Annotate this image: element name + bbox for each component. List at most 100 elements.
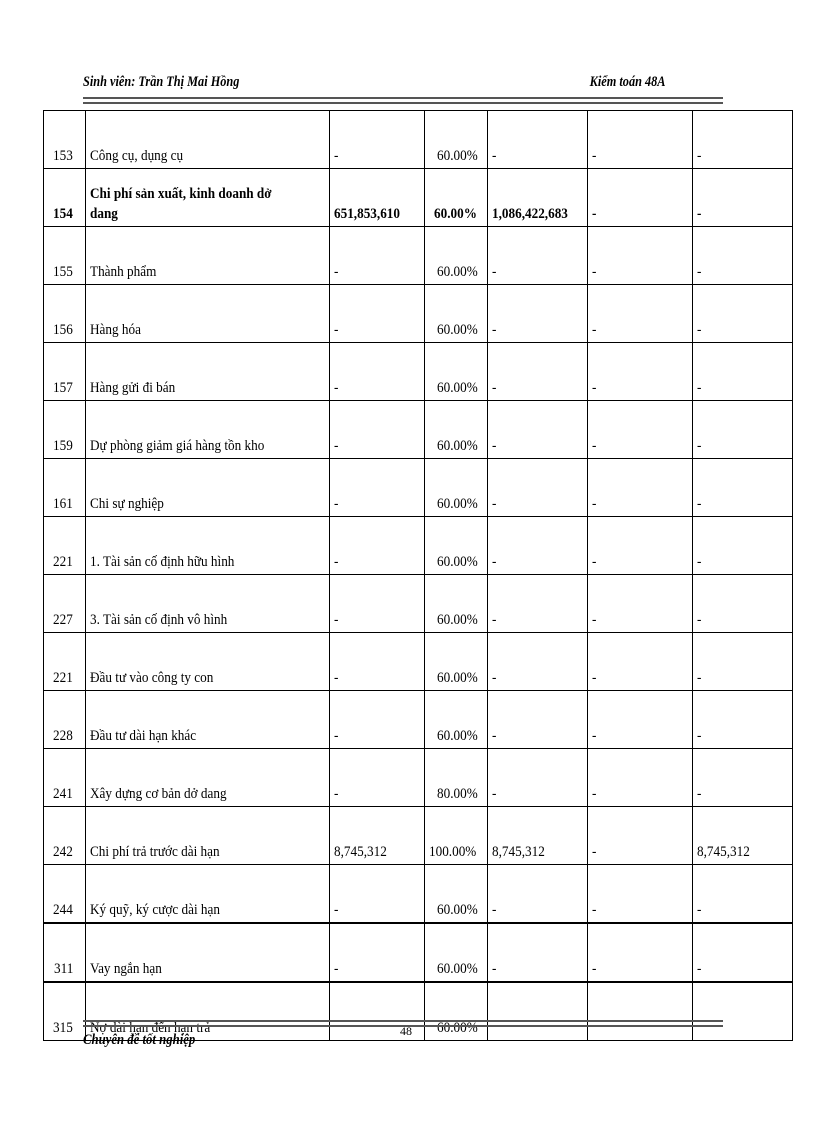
value-3-text: - [591, 380, 597, 396]
value-3: - [586, 748, 693, 807]
rate-text: 60.00% [436, 902, 478, 918]
rate: 60.00% [424, 226, 488, 285]
rate: 60.00% [424, 110, 488, 169]
value-2-text: 8,745,312 [491, 844, 545, 860]
value-4 [691, 981, 793, 1041]
value-3: - [586, 226, 693, 285]
value-2-text: - [491, 612, 497, 628]
value-2: - [486, 632, 588, 691]
value-1: 651,853,610 [329, 168, 425, 227]
rate-text: 60.00% [436, 612, 478, 628]
value-1-text: - [334, 148, 339, 164]
rate-text: 80.00% [436, 786, 478, 802]
value-1-text: - [334, 496, 339, 512]
account-code: 153 [43, 110, 86, 169]
rate-text: 60.00% [436, 438, 478, 454]
rate-text: 60.00% [436, 728, 478, 744]
value-2: 8,745,312 [486, 806, 588, 865]
value-2-text: - [491, 148, 497, 164]
value-3: - [586, 168, 693, 227]
value-2: - [486, 574, 588, 633]
value-2: - [486, 400, 588, 459]
table-row: 228 Đầu tư dài hạn khác -60.00% - - - [43, 690, 793, 749]
account-code: 242 [43, 806, 86, 865]
account-name: 1. Tài sản cố định hữu hình [85, 516, 330, 575]
value-3-text: - [591, 148, 597, 164]
value-3-text: - [591, 438, 597, 454]
table-row: 153 Công cụ, dụng cụ -60.00% - - - [43, 110, 793, 169]
value-1: - [329, 516, 425, 575]
account-name-text: Công cụ, dụng cụ [90, 148, 184, 164]
account-name-text: Hàng gửi đi bán [90, 380, 176, 396]
account-code-text: 159 [53, 438, 74, 454]
account-code-text: 241 [53, 786, 74, 802]
account-name: Chi phí trả trước dài hạn [85, 806, 330, 865]
value-4: - [691, 864, 793, 924]
value-4: - [691, 400, 793, 459]
value-3-text: - [591, 496, 597, 512]
account-name: Công cụ, dụng cụ [85, 110, 330, 169]
value-4: - [691, 168, 793, 227]
value-1: - [329, 110, 425, 169]
value-4: - [691, 574, 793, 633]
account-name: Vay ngắn hạn [85, 922, 330, 983]
header-divider [83, 97, 723, 104]
account-name-text: Ký quỹ, ký cược dài hạn [90, 902, 220, 918]
account-name: Chi phí sản xuất, kinh doanh dở dang [85, 168, 330, 227]
value-3: - [586, 574, 693, 633]
value-3: - [586, 864, 693, 924]
value-3: - [586, 458, 693, 517]
rate-text: 60.00% [436, 554, 478, 570]
value-4-text: - [696, 264, 702, 280]
account-name-text: Xây dựng cơ bản dở dang [90, 786, 227, 802]
value-3: - [586, 342, 693, 401]
account-name-text: Hàng hóa [90, 322, 141, 338]
value-3-text: - [591, 844, 597, 860]
account-code-text: 228 [53, 728, 74, 744]
value-2: - [486, 342, 588, 401]
account-code-text: 157 [53, 380, 74, 396]
account-code-text: 242 [53, 844, 74, 860]
rate-text: 60.00% [436, 322, 478, 338]
value-1: - [329, 690, 425, 749]
rate-text: 60.00% [436, 264, 478, 280]
account-code-text: 221 [53, 554, 74, 570]
value-2-text: - [491, 438, 497, 454]
value-2: - [486, 748, 588, 807]
value-1 [329, 981, 425, 1041]
account-code: 221 [43, 632, 86, 691]
account-name-text: 3. Tài sản cố định vô hình [90, 612, 228, 628]
value-3: - [586, 400, 693, 459]
value-1-text: - [334, 612, 339, 628]
value-2: - [486, 110, 588, 169]
header-class: Kiểm toán 48A [590, 74, 666, 90]
rate: 60.00% [424, 168, 488, 227]
value-2-text: - [491, 902, 497, 918]
value-3 [586, 981, 693, 1041]
account-code-text: 227 [53, 612, 74, 628]
value-4: 8,745,312 [691, 806, 793, 865]
header-student-name: Sinh viên: Trần Thị Mai Hồng [83, 74, 240, 90]
account-name: Đầu tư dài hạn khác [85, 690, 330, 749]
value-1: - [329, 342, 425, 401]
rate: 60.00% [424, 690, 488, 749]
footer-divider [83, 1020, 723, 1027]
value-2: - [486, 922, 588, 983]
value-1-text: - [334, 786, 339, 802]
value-1: - [329, 632, 425, 691]
value-1: - [329, 864, 425, 924]
rate-text: 60.00% [436, 1020, 478, 1036]
value-2: - [486, 516, 588, 575]
value-1: - [329, 284, 425, 343]
page-number: 48 [400, 1024, 412, 1038]
value-3: - [586, 806, 693, 865]
value-1: - [329, 458, 425, 517]
account-code-text: 156 [53, 322, 74, 338]
table-row: 156 Hàng hóa -60.00% - - - [43, 284, 793, 343]
value-3-text: - [591, 902, 597, 918]
account-name-text: Chi phí sản xuất, kinh doanh dở dang [90, 186, 272, 222]
value-2: - [486, 284, 588, 343]
value-1: - [329, 226, 425, 285]
rate: 100.00% [424, 806, 488, 865]
